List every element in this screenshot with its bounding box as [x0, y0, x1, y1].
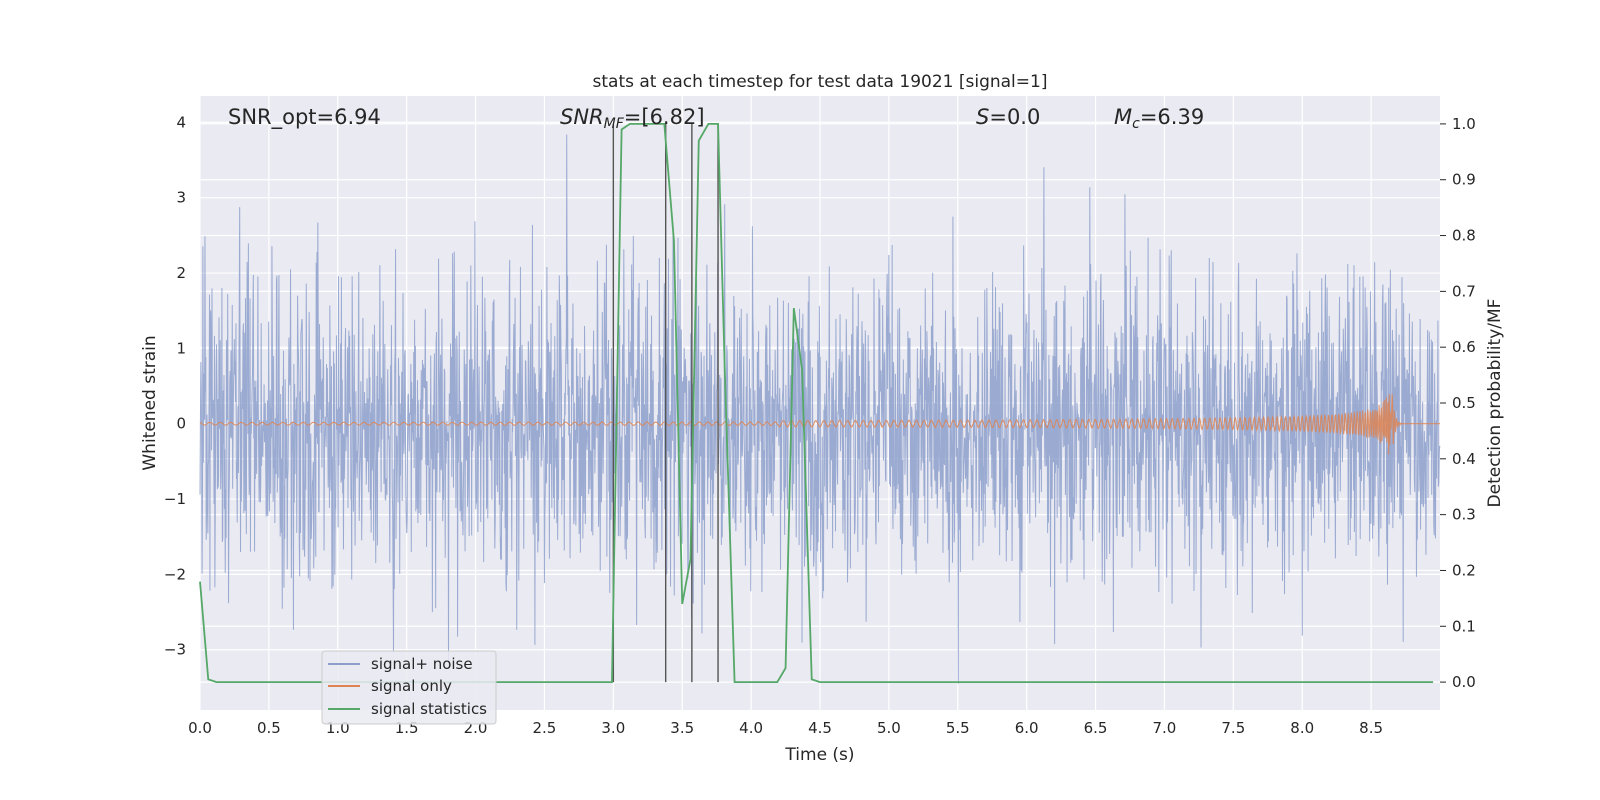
x-tick-label: 0.5: [257, 719, 281, 737]
legend-label-noise: signal+ noise: [371, 655, 473, 673]
y-right-tick-label: 0.5: [1452, 394, 1476, 412]
x-tick-label: 5.0: [877, 719, 901, 737]
y-right-tick-label: 1.0: [1452, 115, 1476, 133]
x-tick-label: 2.5: [533, 719, 557, 737]
legend: signal+ noise signal only signal statist…: [321, 650, 497, 725]
y-right-tick-label: 0.9: [1452, 171, 1476, 189]
y-axis-label-right: Detection probability/MF: [1485, 299, 1505, 508]
y-left-tick-label: 2: [176, 264, 186, 282]
y-left-tick-label: 4: [176, 113, 186, 131]
annotation-s: S=0.0: [976, 105, 1040, 129]
y-left-tick-label: −3: [164, 641, 186, 659]
annotation-snr-mf: SNRMF=[6.82]: [560, 105, 705, 132]
y-right-tick-label: 0.1: [1452, 617, 1476, 635]
x-tick-label: 0.0: [188, 719, 212, 737]
chart-title: stats at each timestep for test data 190…: [593, 72, 1048, 92]
y-left-tick-label: 0: [176, 415, 186, 433]
y-right-tick-label: 0.2: [1452, 561, 1476, 579]
x-tick-label: 8.5: [1359, 719, 1383, 737]
y-left-tick-label: −2: [164, 565, 186, 583]
legend-box: [321, 650, 497, 725]
x-axis-label: Time (s): [784, 745, 854, 765]
annotation-snr-opt: SNR_opt=6.94: [228, 105, 381, 130]
y-right-tick-label: 0.3: [1452, 506, 1476, 524]
x-tick-label: 3.0: [601, 719, 625, 737]
y-right-tick-label: 0.7: [1452, 282, 1476, 300]
x-tick-label: 6.0: [1015, 719, 1039, 737]
signal-statistics-line: [199, 123, 1434, 683]
y-left-tick-label: −1: [164, 490, 186, 508]
signal-statistics-series: [199, 123, 1434, 683]
y-axis-label-left: Whitened strain: [140, 335, 160, 470]
x-tick-label: 4.5: [808, 719, 832, 737]
legend-label-statistics: signal statistics: [371, 700, 487, 718]
noise-line: [199, 134, 1441, 684]
y-left-tick-label: 3: [176, 189, 186, 207]
y-right-tick-label: 0.8: [1452, 227, 1476, 245]
ticks: 0.0 0.5 1.0 1.5 2.0 2.5 3.0 3.5 4.0 4.5 5.0 5.5 6.0 6…: [164, 113, 1476, 737]
x-tick-label: 5.5: [946, 719, 970, 737]
y-left-tick-label: 1: [176, 339, 186, 357]
signal-only-line: [199, 393, 1440, 455]
x-tick-label: 3.5: [670, 719, 694, 737]
x-tick-label: 7.0: [1153, 719, 1177, 737]
legend-label-signal-only: signal only: [371, 677, 452, 695]
signal-only-series: [199, 393, 1440, 455]
y-right-tick-label: 0.6: [1452, 338, 1476, 356]
x-tick-label: 8.0: [1290, 719, 1314, 737]
x-tick-label: 4.0: [739, 719, 763, 737]
noise-series: [199, 134, 1441, 684]
x-tick-label: 7.5: [1221, 719, 1245, 737]
y-right-tick-label: 0.4: [1452, 450, 1476, 468]
x-tick-label: 6.5: [1084, 719, 1108, 737]
y-right-tick-label: 0.0: [1452, 673, 1476, 691]
annotation-mc: Mc=6.39: [1114, 105, 1204, 132]
